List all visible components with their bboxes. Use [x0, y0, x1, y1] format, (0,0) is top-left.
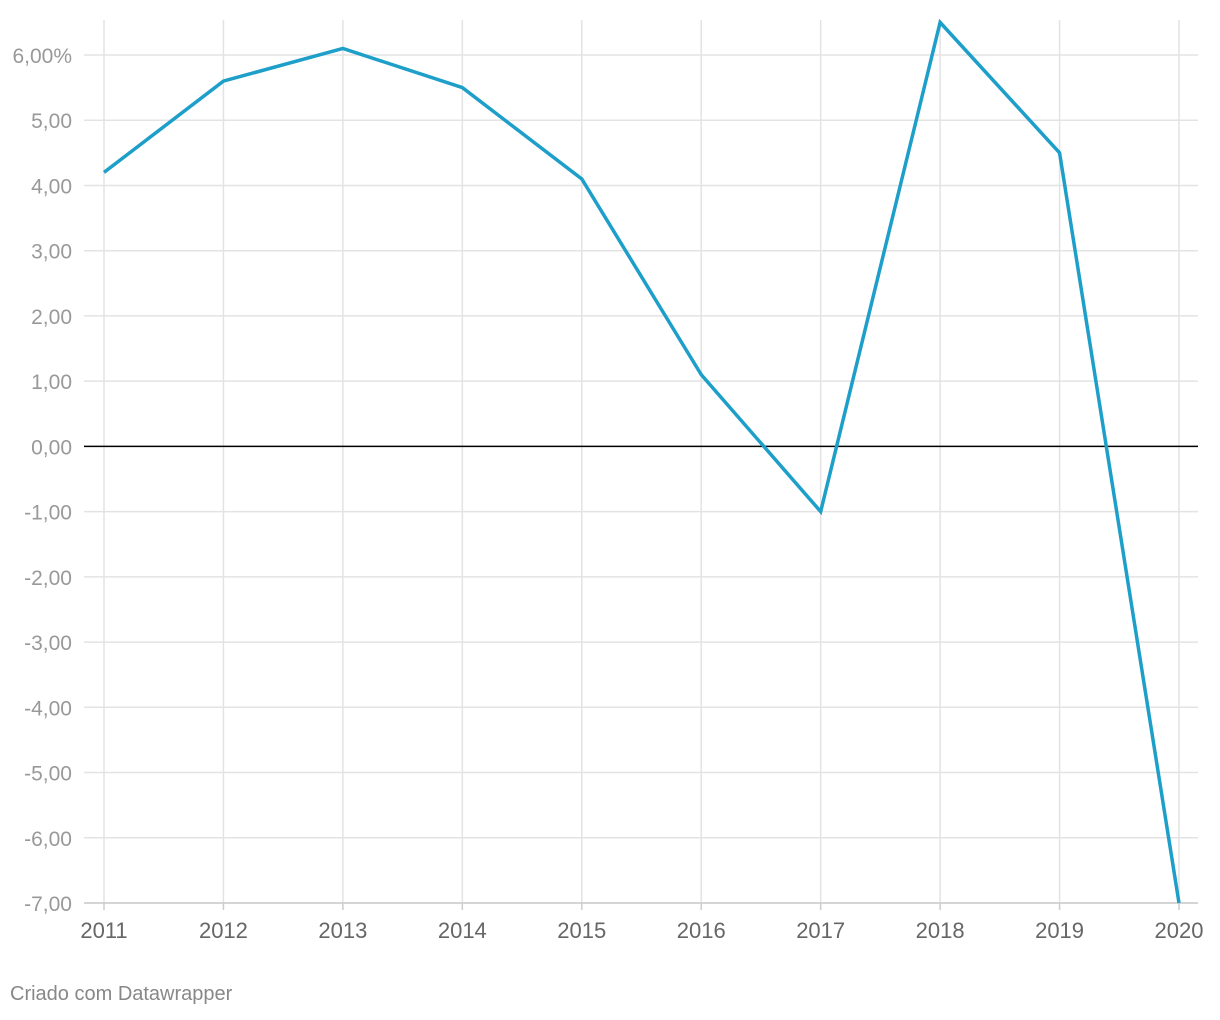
y-tick-label: -2,00 — [24, 567, 72, 590]
y-tick-label: -7,00 — [24, 893, 72, 916]
y-tick-label: 2,00 — [31, 306, 72, 329]
y-tick-label: -3,00 — [24, 632, 72, 655]
y-tick-label: 5,00 — [31, 110, 72, 133]
x-axis-tick-labels: 2011 2012 2013 2014 2015 2016 2017 2018 2019 2020 — [80, 918, 1203, 943]
y-tick-label: 0,00 — [31, 436, 72, 459]
y-tick-label: -1,00 — [24, 502, 72, 525]
y-gridlines — [84, 54, 1198, 904]
y-axis-tick-labels: 6,00% 5,00 4,00 3,00 2,00 1,00 0,00 -1,00 -2,00 -… — [12, 45, 72, 916]
x-tick-label: 2019 — [1035, 918, 1084, 943]
x-tick-label: 2017 — [796, 918, 845, 943]
y-tick-label: 3,00 — [31, 241, 72, 264]
series-lines — [102, 18, 1181, 904]
x-tick-label: 2015 — [557, 918, 606, 943]
x-tick-label: 2011 — [80, 918, 127, 943]
y-tick-label: -6,00 — [24, 828, 72, 851]
line-chart: 6,00% 5,00 4,00 3,00 2,00 1,00 0,00 -1,00 -2,00 -… — [12, 18, 1203, 943]
y-tick-label: -4,00 — [24, 697, 72, 720]
x-tick-label: 2012 — [199, 918, 248, 943]
x-tick-label: 2016 — [677, 918, 726, 943]
y-tick-label: 1,00 — [31, 371, 72, 394]
y-tick-label: 6,00% — [12, 45, 72, 68]
series-line — [102, 18, 1181, 904]
y-tick-label: -5,00 — [24, 763, 72, 786]
x-gridlines — [84, 20, 1198, 910]
x-tick-label: 2014 — [438, 918, 487, 943]
x-tick-label: 2018 — [916, 918, 965, 943]
x-tick-label: 2020 — [1155, 918, 1204, 943]
footer-credit: Criado com Datawrapper — [10, 983, 233, 1005]
y-tick-label: 4,00 — [31, 175, 72, 198]
x-tick-label: 2013 — [318, 918, 367, 943]
